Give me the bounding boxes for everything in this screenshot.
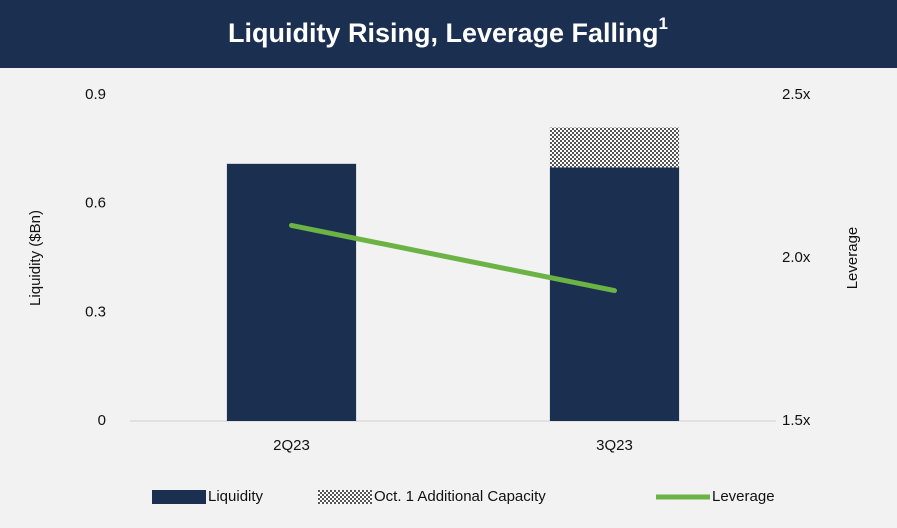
bar (226, 163, 357, 422)
x-tick-label: 2Q23 (273, 437, 310, 454)
bar (549, 167, 680, 421)
legend-swatch (318, 490, 372, 504)
chart-title-group: Liquidity Rising, Leverage Falling1 (228, 14, 668, 48)
chart-title: Liquidity Rising, Leverage Falling (228, 18, 659, 48)
y2-tick-label: 2.0x (782, 249, 811, 266)
legend-label: Liquidity (208, 488, 264, 505)
legend-swatch (152, 490, 206, 504)
y-tick-label: 0 (98, 412, 106, 429)
title-banner (0, 0, 897, 68)
y-axis-title: Liquidity ($Bn) (27, 210, 44, 306)
legend-label: Leverage (712, 488, 775, 505)
bar (549, 127, 680, 168)
x-tick-label: 3Q23 (596, 437, 633, 454)
y2-tick-label: 1.5x (782, 412, 811, 429)
line (289, 222, 617, 294)
y2-axis-title: Leverage (844, 227, 861, 290)
legend-label: Oct. 1 Additional Capacity (374, 488, 546, 505)
y2-tick-label: 2.5x (782, 86, 811, 103)
title-note: 1 (659, 14, 668, 33)
y-tick-label: 0.3 (85, 303, 106, 320)
y-tick-label: 0.9 (85, 86, 106, 103)
y-tick-label: 0.6 (85, 195, 106, 212)
